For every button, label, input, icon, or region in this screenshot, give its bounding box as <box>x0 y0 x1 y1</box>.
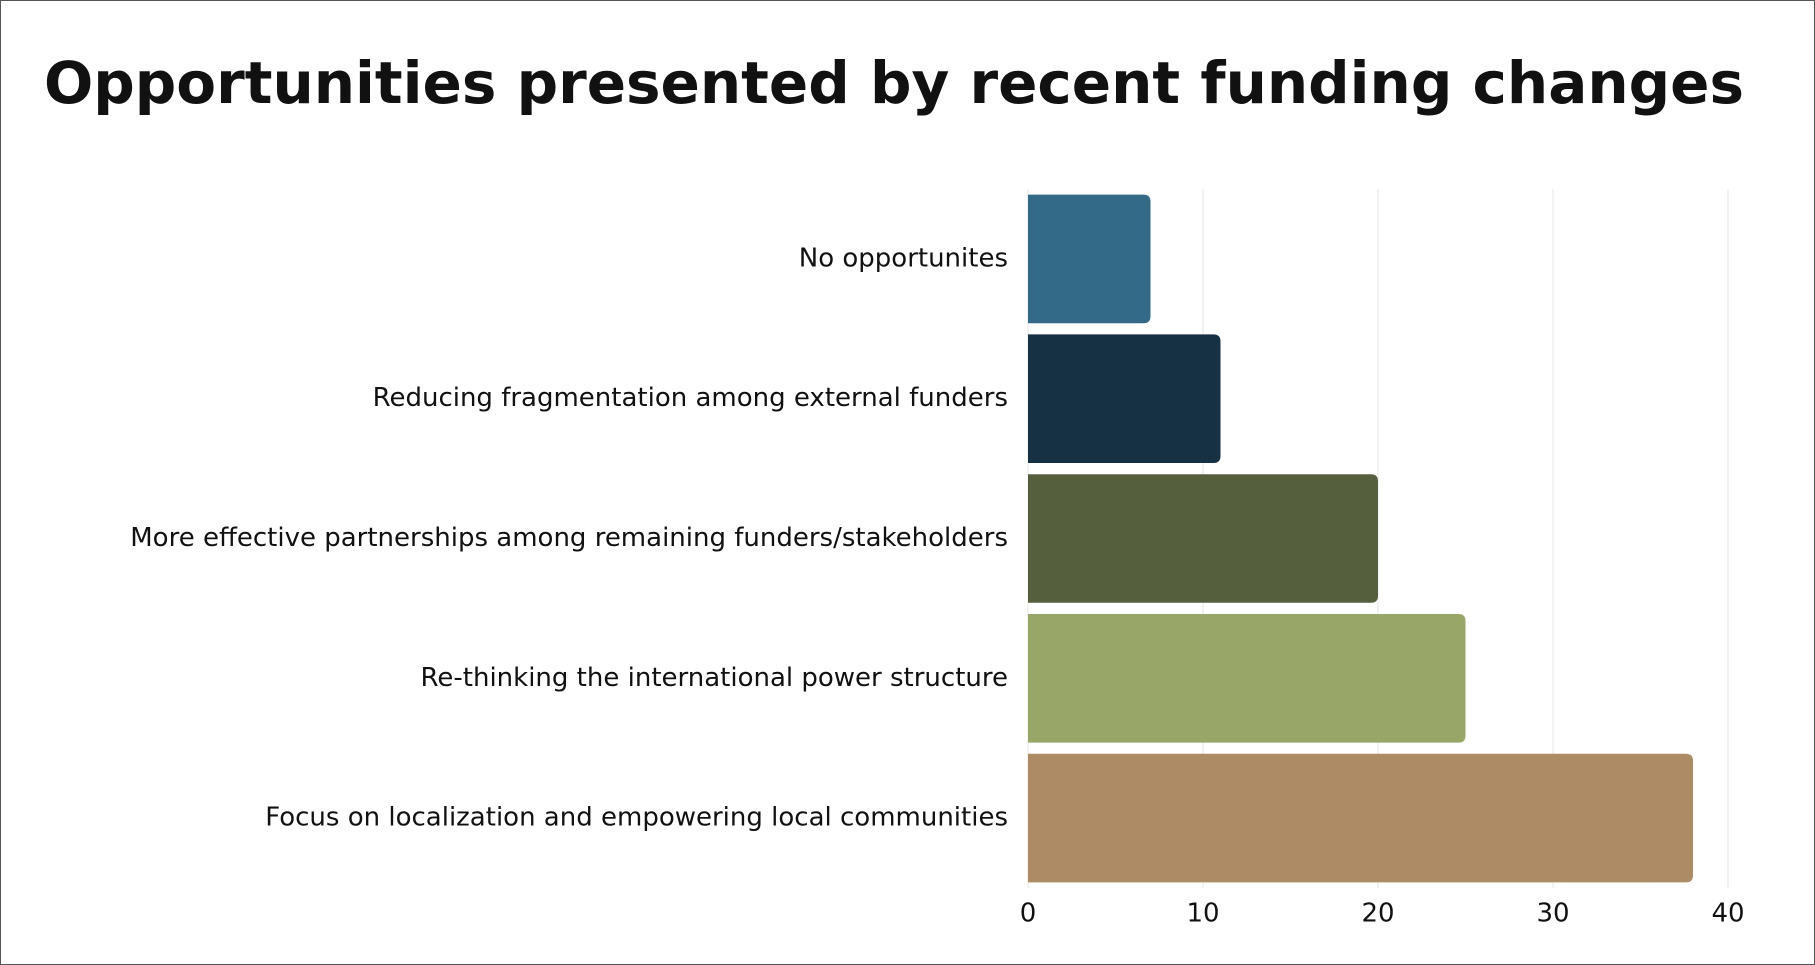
x-tick-label: 20 <box>1361 899 1394 929</box>
x-tick-label: 0 <box>1020 899 1037 929</box>
bar <box>1028 613 1466 743</box>
bar <box>1028 474 1378 603</box>
bar <box>1028 194 1151 324</box>
y-tick-label: Re-thinking the international power stru… <box>421 663 1009 693</box>
chart-title: Opportunities presented by recent fundin… <box>44 49 1744 117</box>
bar <box>1028 334 1221 464</box>
x-tick-label: 30 <box>1536 899 1569 929</box>
bar <box>1028 753 1693 883</box>
x-tick-label: 40 <box>1711 899 1744 929</box>
x-tick-label: 10 <box>1186 899 1219 929</box>
y-tick-label: Focus on localization and empowering loc… <box>265 803 1008 833</box>
y-tick-label: No opportunites <box>799 243 1008 273</box>
y-tick-label: More effective partnerships among remain… <box>130 523 1008 553</box>
y-tick-label: Reducing fragmentation among external fu… <box>373 383 1008 413</box>
